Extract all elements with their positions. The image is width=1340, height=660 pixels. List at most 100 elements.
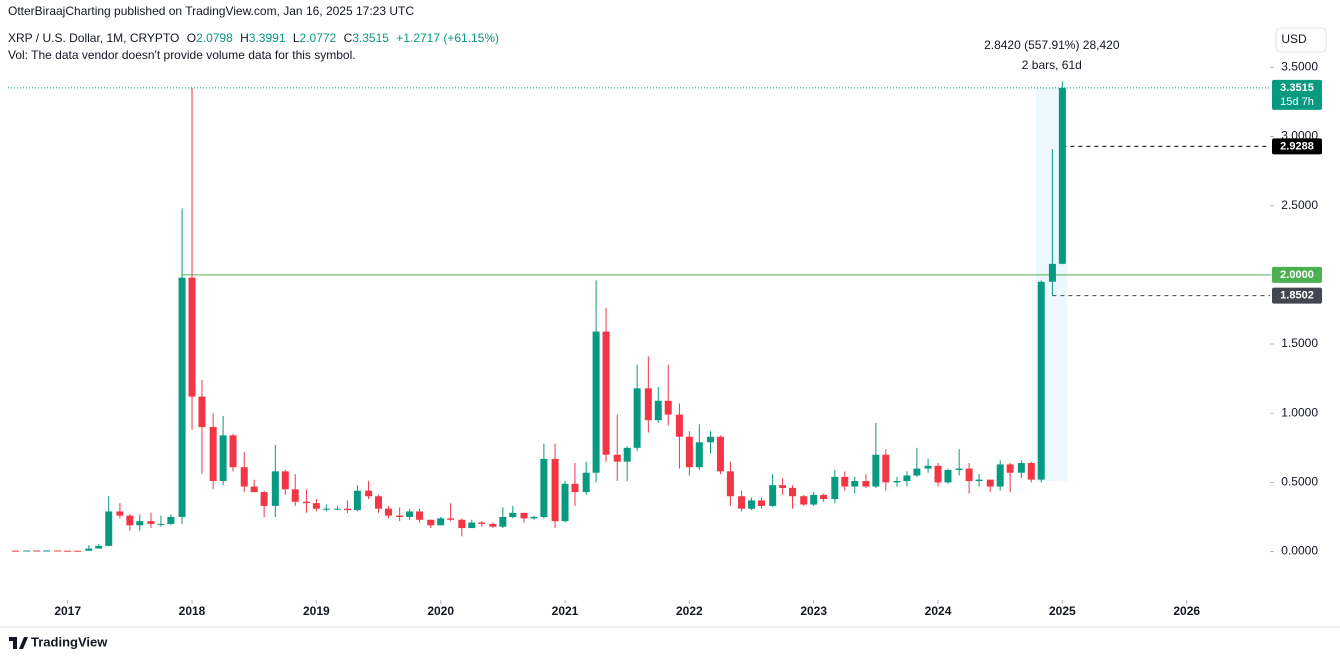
- candle-body: [406, 511, 414, 517]
- candle-body: [602, 331, 610, 455]
- candle-body: [126, 515, 134, 526]
- candle-body: [644, 388, 652, 421]
- price-label-box: [1272, 138, 1322, 155]
- x-tick-label: 2019: [303, 604, 330, 618]
- measure-bars: 2 bars, 61d: [1022, 58, 1082, 72]
- x-tick-label: 2017: [54, 604, 81, 618]
- candle-body: [913, 468, 921, 476]
- candle-body: [416, 511, 424, 520]
- ohlc-value: 3.3991: [249, 31, 286, 45]
- y-tick-label: 0.5000: [1281, 475, 1318, 489]
- measure-label: 2.8420 (557.91%) 28,420: [984, 38, 1120, 52]
- published-note: OtterBiraajCharting published on Trading…: [8, 4, 414, 18]
- candle-body: [178, 277, 186, 517]
- x-tick-label: 2022: [676, 604, 703, 618]
- candle-body: [167, 516, 175, 524]
- candle-body: [675, 414, 683, 437]
- candle-body: [365, 490, 373, 497]
- candle-body: [893, 481, 901, 483]
- candle-body: [944, 469, 952, 483]
- candle-body: [757, 500, 765, 506]
- candle-body: [188, 277, 196, 397]
- x-tick-label: 2020: [427, 604, 454, 618]
- candle-body: [872, 454, 880, 487]
- candle-body: [333, 508, 341, 510]
- candle-body: [343, 508, 351, 511]
- candle-body: [986, 479, 994, 487]
- candle-body: [375, 496, 383, 509]
- candle-body: [748, 500, 756, 509]
- x-tick-label: 2023: [800, 604, 827, 618]
- candle-body: [903, 475, 911, 482]
- ohlc-key: O: [187, 31, 196, 45]
- candle-body: [726, 471, 734, 497]
- price-label: 2.9288: [1280, 140, 1314, 152]
- candle-body: [862, 481, 870, 487]
- candle-body: [810, 494, 818, 505]
- candle-body: [509, 512, 517, 517]
- currency: USD: [1281, 32, 1307, 46]
- candle-body: [685, 436, 693, 468]
- candle-body: [955, 468, 963, 470]
- candle-body: [738, 496, 746, 509]
- candle-body: [1006, 464, 1014, 473]
- candle-body: [250, 486, 258, 493]
- symbol-legend: XRP / U.S. Dollar, 1M, CRYPTO O2.0798 H3…: [8, 31, 499, 45]
- candle-body: [353, 490, 361, 511]
- candle-body: [396, 515, 404, 517]
- candle-body: [64, 550, 72, 552]
- candle-body: [623, 447, 631, 462]
- candle-body: [551, 458, 559, 522]
- price-label: 2.0000: [1280, 269, 1314, 281]
- candle-body: [499, 516, 507, 527]
- candle-body: [664, 400, 672, 415]
- candle-body: [800, 496, 808, 505]
- x-tick-label: 2021: [552, 604, 579, 618]
- candle-body: [965, 468, 973, 482]
- ohlc-value: 2.0798: [196, 31, 233, 45]
- price-label-box: [1272, 266, 1322, 283]
- ohlc-value: 3.3515: [352, 31, 389, 45]
- candle-body: [924, 465, 932, 469]
- candle-body: [322, 508, 330, 510]
- x-tick-label: 2024: [925, 604, 952, 618]
- ohlc-value: 2.0772: [300, 31, 337, 45]
- candle-body: [716, 436, 724, 472]
- brand-logo: TradingView: [9, 634, 108, 649]
- candle-body: [95, 545, 103, 549]
- candle-body: [561, 483, 569, 522]
- candle-body: [43, 550, 51, 552]
- change: +1.2717 (+61.15%): [396, 31, 499, 45]
- candle-body: [592, 331, 600, 473]
- ohlc-key: L: [293, 31, 300, 45]
- candle-body: [54, 550, 62, 552]
- candle-body: [654, 400, 662, 421]
- price-label-box: [1272, 287, 1322, 304]
- candle-body: [312, 503, 320, 509]
- price-label: 1.8502: [1280, 290, 1314, 302]
- countdown: 15d 7h: [1280, 96, 1314, 108]
- brand-icon: [9, 637, 28, 649]
- y-tick-label: 1.5000: [1281, 336, 1318, 350]
- price-label-box: [1272, 79, 1322, 110]
- candle-body: [136, 521, 144, 526]
- candle-body: [851, 481, 859, 487]
- candle-body: [209, 427, 217, 482]
- x-tick-label: 2025: [1049, 604, 1076, 618]
- ohlc-key: H: [240, 31, 249, 45]
- candle-body: [789, 487, 797, 497]
- price-label: 3.3515: [1280, 82, 1314, 94]
- x-tick-label: 2026: [1173, 604, 1200, 618]
- candle-body: [427, 519, 435, 526]
- candle-body: [384, 508, 392, 516]
- candle-body: [1048, 263, 1056, 282]
- candle-body: [571, 483, 579, 493]
- candle-body: [229, 435, 237, 468]
- candle-body: [105, 511, 113, 546]
- candle-body: [458, 519, 466, 529]
- candle-body: [1037, 281, 1045, 480]
- candle-body: [779, 485, 787, 488]
- currency-button[interactable]: [1275, 27, 1327, 53]
- volume-note: Vol: The data vendor doesn't provide vol…: [8, 48, 356, 62]
- candle-body: [1017, 463, 1025, 473]
